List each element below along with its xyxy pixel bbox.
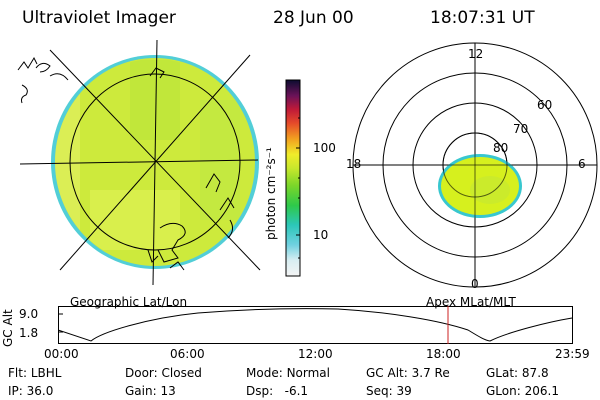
mlt-label-6: 6 [578,157,586,171]
mlt-label-18: 18 [346,157,362,171]
colorbar [285,79,301,277]
orbit-y-axis-label: GC Alt [1,309,15,347]
mlat-label-80: 80 [493,141,509,155]
geographic-caption: Geographic Lat/Lon [70,295,188,309]
orbit-x-tick-1800: 18:00 [426,347,461,361]
lat-lon-grid [19,40,261,286]
door-value: Closed [161,366,202,380]
dsp-value: -6.1 [284,384,309,398]
altitude-curve [58,308,573,342]
mlat-label-70: 70 [513,122,529,136]
orbit-x-tick-2359: 23:59 [555,347,590,361]
dsp-field: Dsp: -6.1 [246,384,309,398]
colorbar-tick-100: 100 [313,141,336,155]
door-field: Door: Closed [125,366,202,380]
mode-value: Normal [286,366,330,380]
filter-field: Flt: LBHL [8,366,62,380]
gain-value: 13 [160,384,176,398]
ip-field: IP: 36.0 [8,384,54,398]
orbit-y-ticks [58,313,63,333]
seq-value: 39 [396,384,412,398]
polar-plot [352,42,598,288]
gc-alt-value: 3.7 Re [411,366,450,380]
orbit-y-tick-9: 9.0 [19,307,39,321]
mlat-label-60: 60 [537,98,553,112]
geographic-image [17,40,261,286]
mode-field: Mode: Normal [246,366,330,380]
coastlines [17,56,235,271]
colorbar-tick-10: 10 [313,228,329,242]
orbit-x-tick-0000: 00:00 [44,347,79,361]
glon-field: GLon: 206.1 [486,384,559,398]
gc-alt-field: GC Alt: 3.7 Re [366,366,450,380]
orbit-plot-frame [58,306,573,344]
date-label: 28 Jun 00 [273,8,354,28]
instrument-title: Ultraviolet Imager [22,8,176,28]
colorbar-unit-label: photon cm⁻²s⁻¹ [264,147,278,240]
filter-value: LBHL [30,366,62,380]
glat-value: 87.8 [521,366,549,380]
orbit-x-tick-1200: 12:00 [298,347,333,361]
gain-field: Gain: 13 [125,384,176,398]
seq-field: Seq: 39 [366,384,412,398]
orbit-y-tick-1-8: 1.8 [19,326,39,340]
apex-caption: Apex MLat/MLT [426,295,516,309]
orbit-x-tick-0600: 06:00 [170,347,205,361]
orbit-altitude-plot [58,306,573,344]
mlt-label-12: 12 [468,47,484,61]
glat-field: GLat: 87.8 [486,366,549,380]
colorbar-ticks [296,117,300,259]
ip-value: 36.0 [26,384,54,398]
time-label: 18:07:31 UT [430,8,535,28]
glon-value: 206.1 [524,384,559,398]
mlt-label-0: 0 [471,277,479,291]
